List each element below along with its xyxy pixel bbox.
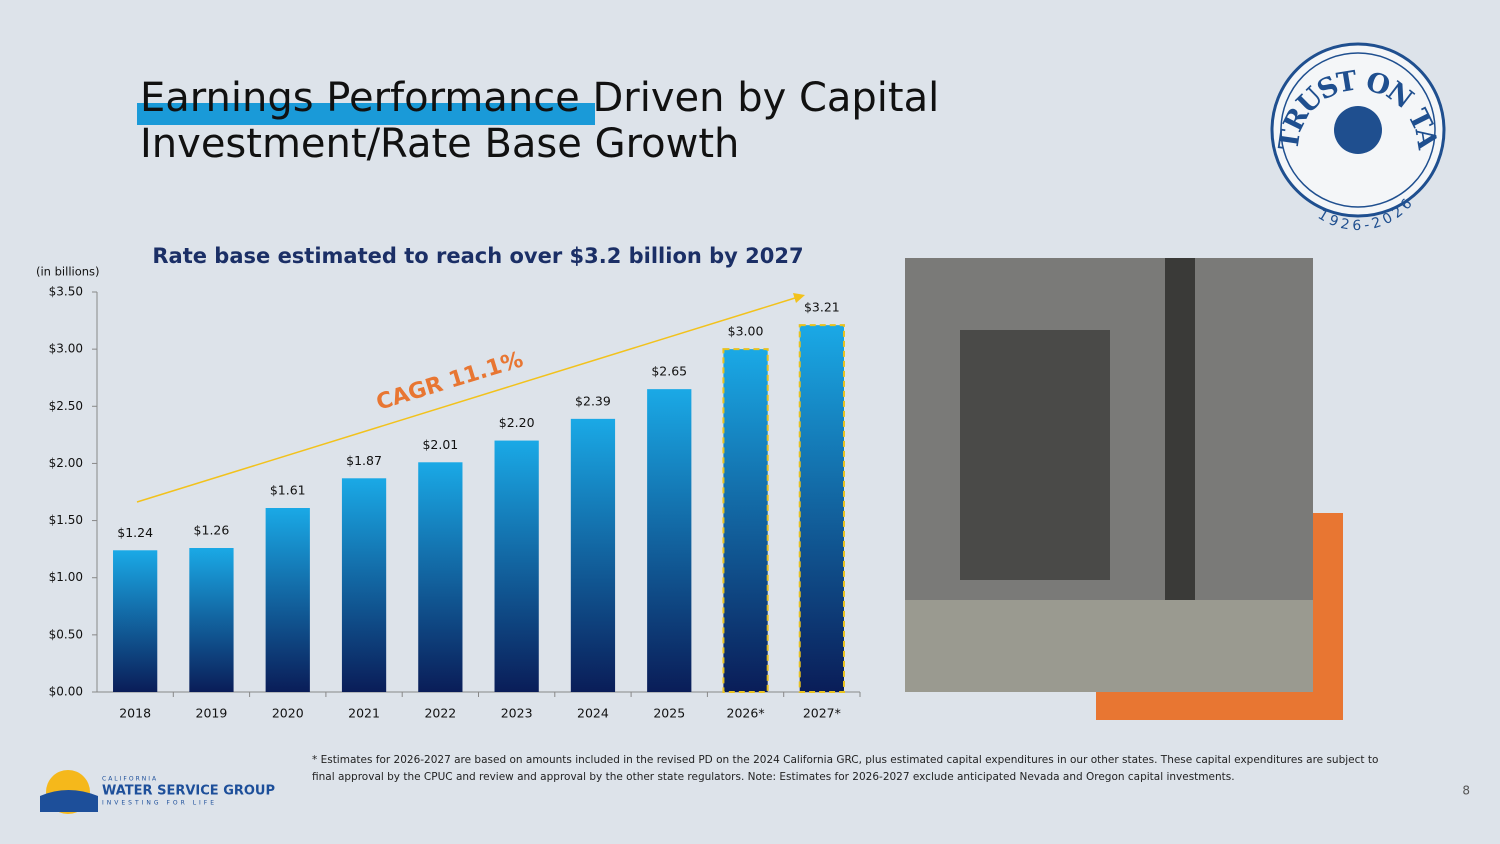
y-tick-label: $0.50 (49, 627, 83, 641)
title: Investment/Rate Base Growth (140, 121, 739, 167)
y-tick-label: $1.00 (49, 570, 83, 584)
x-tick-label: 2027* (803, 706, 841, 721)
accent (1313, 513, 1343, 720)
y-tick-label: $3.00 (49, 342, 83, 356)
bar (189, 548, 234, 692)
footnote: * Estimates for 2026-2027 are based on a… (312, 754, 1379, 783)
value-label: $3.00 (728, 324, 764, 339)
x-tick-label: 2020 (272, 706, 304, 721)
bar (798, 324, 845, 693)
y-tick-label: $2.50 (49, 399, 83, 413)
photo-detail (905, 600, 1313, 692)
bar (647, 389, 692, 692)
value-label: $2.65 (651, 364, 687, 379)
badge-icon (1334, 106, 1382, 154)
bar (494, 440, 539, 692)
value-label: $2.39 (575, 393, 611, 408)
logo-name: WATER SERVICE GROUP (102, 784, 275, 799)
bar (418, 462, 463, 692)
value-label: $1.24 (117, 525, 153, 540)
value-label: $1.61 (270, 483, 306, 498)
bar (113, 550, 158, 692)
logo-tagline: INVESTING FOR LIFE (102, 800, 217, 807)
photo-detail (1165, 258, 1195, 638)
accent (1096, 692, 1343, 720)
logo-wave (40, 790, 98, 812)
title: Earnings Performance Driven by Capital (140, 75, 939, 121)
x-tick-label: 2024 (577, 706, 609, 721)
value-label: $1.87 (346, 453, 382, 468)
chart-subtitle: Rate base estimated to reach over $3.2 b… (152, 244, 803, 268)
bar (341, 478, 387, 692)
y-axis-label: (in billions) (36, 265, 100, 279)
page-number: 8 (1462, 784, 1470, 798)
badge-ring (1280, 52, 1436, 208)
value-label: $2.20 (499, 415, 535, 430)
value-label: $2.01 (422, 437, 458, 452)
y-tick-label: $3.50 (49, 285, 83, 299)
bar (265, 508, 310, 692)
cagr-arrow (136, 297, 796, 503)
x-tick-label: 2019 (196, 706, 228, 721)
title-highlight (137, 103, 595, 125)
y-tick-label: $0.00 (49, 685, 83, 699)
x-tick-label: 2026* (727, 706, 765, 721)
bar (722, 348, 769, 693)
value-label: $1.26 (194, 523, 230, 538)
x-tick-label: 2025 (653, 706, 685, 721)
cagr-arrowhead (793, 293, 805, 303)
logo: CALIFORNIA WATER SERVICE GROUP INVESTING… (40, 770, 275, 814)
y-tick-label: $2.00 (49, 456, 83, 470)
x-tick-label: 2021 (348, 706, 380, 721)
value-label: $3.21 (804, 300, 840, 315)
x-tick-label: 2018 (119, 706, 151, 721)
bar (570, 418, 616, 692)
logo-top: CALIFORNIA (102, 776, 158, 783)
y-tick-label: $1.50 (49, 513, 83, 527)
x-tick-label: 2023 (501, 706, 533, 721)
x-tick-label: 2022 (424, 706, 456, 721)
photo-detail (960, 330, 1110, 580)
